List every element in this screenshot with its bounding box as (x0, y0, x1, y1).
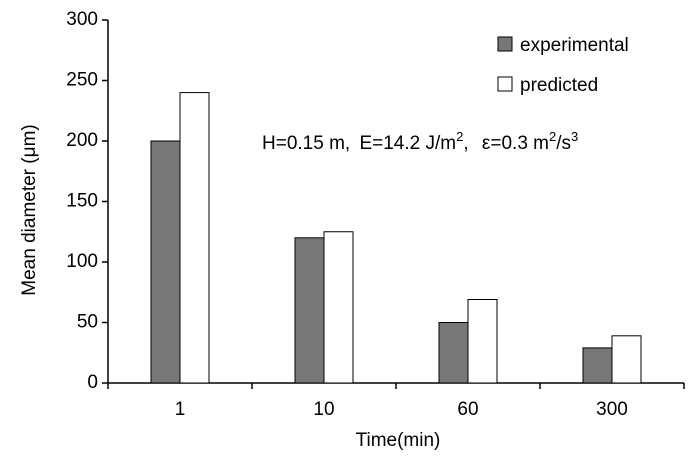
legend: experimental predicted (497, 35, 629, 96)
bar-experimental-300 (582, 347, 613, 384)
annotation-eps: ε=0.3 m (482, 133, 549, 154)
bar-predicted-60 (467, 299, 498, 384)
legend-swatch-predicted (497, 76, 513, 92)
y-tick-label: 300 (66, 9, 98, 30)
y-tick-label: 100 (66, 251, 98, 272)
x-tick-label: 10 (313, 399, 334, 420)
annotation-comma: , (463, 133, 468, 154)
legend-swatch-experimental (497, 36, 513, 52)
annotation-eps-sup2: 3 (571, 129, 578, 144)
y-ticks: 0 50 100 150 200 250 300 (66, 9, 108, 393)
y-tick-label: 50 (77, 312, 98, 333)
y-axis-title: Mean diameter (μm) (19, 124, 40, 295)
bars (150, 92, 642, 384)
parameter-annotation: H=0.15 m, E=14.2 J/m2, ε=0.3 m2/s3 (262, 129, 578, 154)
y-tick-label: 150 (66, 191, 98, 212)
x-tick-label: 1 (175, 399, 186, 420)
x-ticks: 1 10 60 300 (107, 383, 685, 420)
annotation-eps-mid: /s (556, 133, 571, 154)
y-tick-label: 250 (66, 70, 98, 91)
bar-experimental-1 (150, 140, 181, 384)
y-tick-label: 200 (66, 130, 98, 151)
annotation-h: H=0.15 m, (262, 133, 350, 154)
bar-predicted-10 (323, 231, 354, 384)
bar-experimental-10 (294, 237, 325, 384)
bar-experimental-60 (438, 322, 469, 384)
annotation-e-sup: 2 (456, 129, 463, 144)
y-tick-label: 0 (87, 372, 98, 393)
plot-area: 0 50 100 150 200 250 300 1 10 60 300 (66, 9, 685, 420)
x-axis-title: Time(min) (356, 430, 441, 451)
x-tick-label: 60 (457, 399, 478, 420)
bar-predicted-300 (611, 335, 642, 384)
x-tick-label: 300 (596, 399, 628, 420)
legend-label-predicted: predicted (520, 75, 598, 96)
annotation-e: E=14.2 J/m (359, 133, 456, 154)
bar-predicted-1 (179, 92, 210, 384)
annotation-eps-sup1: 2 (549, 129, 556, 144)
legend-label-experimental: experimental (520, 35, 629, 56)
